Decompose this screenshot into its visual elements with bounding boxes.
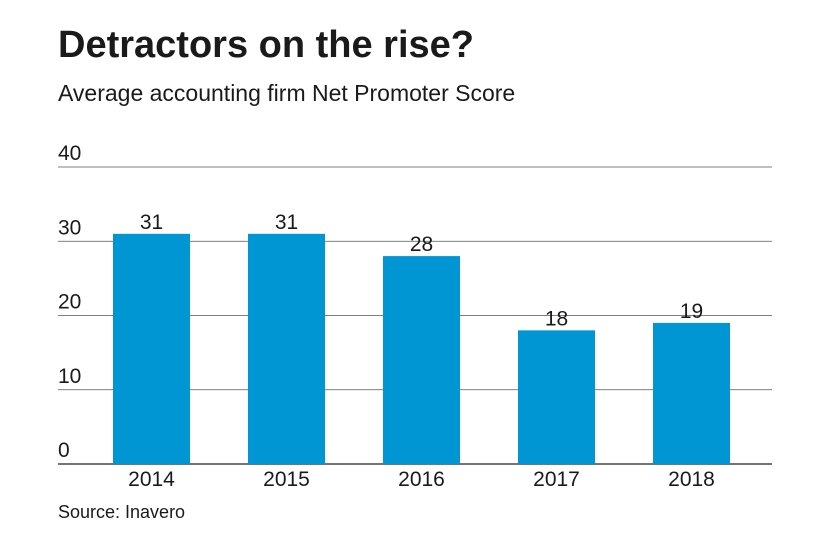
x-tick-label-2016: 2016 [398,468,445,491]
data-label-2018: 19 [680,300,703,323]
x-tick-label-2015: 2015 [263,468,310,491]
bar-2018 [653,322,730,464]
chart-title: Detractors on the rise? [58,24,474,66]
bar-2017 [518,330,595,464]
data-label-2014: 31 [140,211,163,234]
bars [113,233,730,464]
source-note: Source: Inavero [58,502,186,522]
y-tick-label-20: 20 [58,291,81,314]
x-tick-label-2017: 2017 [533,468,580,491]
y-tick-label-30: 30 [58,216,81,239]
y-axis-tick-labels: 0 10 20 30 40 [58,142,81,462]
chart-subtitle: Average accounting firm Net Promoter Sco… [58,80,516,106]
data-labels: 31 31 28 18 19 [140,211,703,331]
bar-2015 [248,233,325,464]
x-tick-label-2018: 2018 [668,468,715,491]
y-tick-label-40: 40 [58,142,81,165]
bar-2014 [113,233,190,464]
y-tick-label-0: 0 [58,439,70,462]
bar-2016 [383,256,460,464]
x-tick-label-2014: 2014 [128,468,175,491]
x-axis-category-labels: 2014 2015 2016 2017 2018 [128,468,715,491]
data-label-2015: 31 [275,211,298,234]
data-label-2017: 18 [545,307,568,330]
y-tick-label-10: 10 [58,365,81,388]
data-label-2016: 28 [410,233,433,256]
